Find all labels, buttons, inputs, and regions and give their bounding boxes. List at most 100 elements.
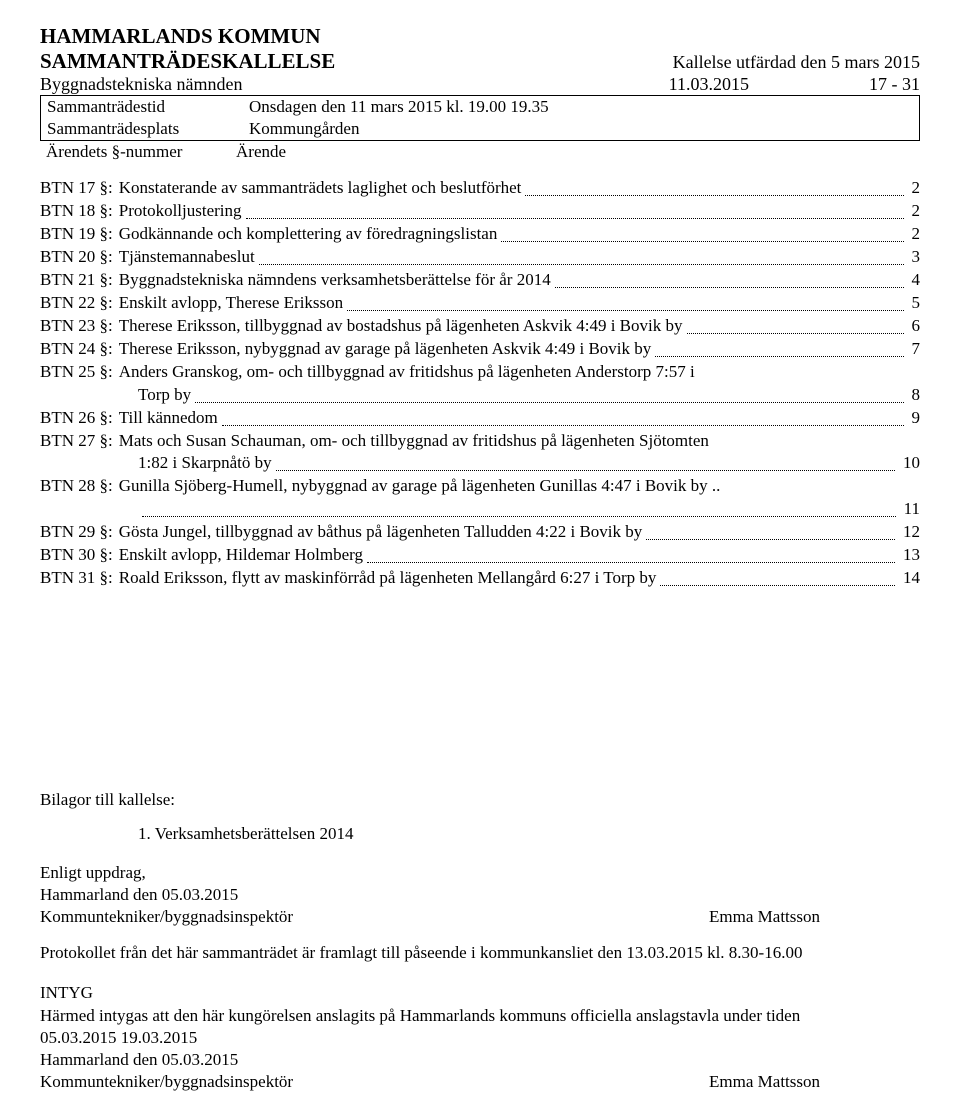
toc-text: Till kännedom <box>119 407 218 430</box>
signoff-role: Kommuntekniker/byggnadsinspektör <box>40 906 293 928</box>
toc-label: BTN 30 §: <box>40 544 119 567</box>
toc-leader <box>222 409 904 425</box>
toc-leader <box>347 295 903 311</box>
toc-label: BTN 20 §: <box>40 246 119 269</box>
toc-leader <box>646 524 895 540</box>
toc-label: BTN 29 §: <box>40 521 119 544</box>
toc-text: Mats och Susan Schauman, om- och tillbyg… <box>119 430 709 453</box>
toc-text: Byggnadstekniska nämndens verksamhetsber… <box>119 269 551 292</box>
toc-page: 11 <box>900 498 920 521</box>
toc-label: BTN 19 §: <box>40 223 119 246</box>
notice-title: SAMMANTRÄDESKALLELSE <box>40 49 335 74</box>
toc-text: Roald Eriksson, flytt av maskinförråd på… <box>119 567 657 590</box>
toc-line: BTN 19 §:Godkännande och komplettering a… <box>40 223 920 246</box>
toc-label: BTN 28 §: <box>40 475 119 498</box>
toc-page: 13 <box>899 544 920 567</box>
toc-leader <box>655 340 903 356</box>
toc-page: 3 <box>908 246 921 269</box>
meta-place-value: Kommungården <box>243 118 920 141</box>
toc-continuation: Torp by 8 <box>40 384 920 407</box>
municipality-name: HAMMARLANDS KOMMUN <box>40 24 920 49</box>
toc-leader <box>142 501 896 517</box>
toc-page: 6 <box>908 315 921 338</box>
toc-text: Therese Eriksson, tillbyggnad av bostads… <box>119 315 683 338</box>
signoff-name: Emma Mattsson <box>709 906 820 928</box>
toc-text: Konstaterande av sammanträdets laglighet… <box>119 177 522 200</box>
toc-label: BTN 25 §: <box>40 361 119 384</box>
toc-line: BTN 30 §:Enskilt avlopp, Hildemar Holmbe… <box>40 544 920 567</box>
toc-label: BTN 17 §: <box>40 177 119 200</box>
toc-label: BTN 24 §: <box>40 338 119 361</box>
toc-label: BTN 18 §: <box>40 200 119 223</box>
toc-page: 8 <box>908 384 921 407</box>
toc-label: BTN 31 §: <box>40 567 119 590</box>
toc-page: 2 <box>908 200 921 223</box>
toc-line: BTN 21 §:Byggnadstekniska nämndens verks… <box>40 269 920 292</box>
toc-line: BTN 26 §:Till kännedom 9 <box>40 407 920 430</box>
meeting-date: 11.03.2015 <box>669 74 749 95</box>
toc-label: BTN 21 §: <box>40 269 119 292</box>
meta-num-label: Ärendets §-nummer <box>46 142 236 162</box>
meta-table: Sammanträdestid Onsdagen den 11 mars 201… <box>40 95 920 141</box>
toc-text: Gösta Jungel, tillbyggnad av båthus på l… <box>119 521 643 544</box>
toc-line: BTN 24 §:Therese Eriksson, nybyggnad av … <box>40 338 920 361</box>
toc-line: BTN 31 §:Roald Eriksson, flytt av maskin… <box>40 567 920 590</box>
intyg-role: Kommuntekniker/byggnadsinspektör <box>40 1071 293 1093</box>
toc-text-cont: Torp by <box>138 384 191 407</box>
toc-continuation: 1:82 i Skarpnåtö by 10 <box>40 452 920 475</box>
toc-page: 10 <box>899 452 920 475</box>
toc-text-cont: 1:82 i Skarpnåtö by <box>138 452 272 475</box>
page: HAMMARLANDS KOMMUN SAMMANTRÄDESKALLELSE … <box>0 0 960 1117</box>
toc-text: Enskilt avlopp, Therese Eriksson <box>119 292 343 315</box>
meta-time-label: Sammanträdestid <box>41 96 244 119</box>
toc-text: Anders Granskog, om- och tillbyggnad av … <box>119 361 695 384</box>
toc-text: Gunilla Sjöberg-Humell, nybyggnad av gar… <box>119 475 721 498</box>
toc-text: Godkännande och komplettering av föredra… <box>119 223 498 246</box>
toc-page: 9 <box>908 407 921 430</box>
meta-num-value: Ärende <box>236 142 286 162</box>
intyg-block: INTYG Härmed intygas att den här kungöre… <box>40 982 920 1092</box>
toc-label: BTN 22 §: <box>40 292 119 315</box>
toc-label: BTN 27 §: <box>40 430 119 453</box>
attachments-block: Bilagor till kallelse: 1. Verksamhetsber… <box>40 790 920 844</box>
attachments-list: 1. Verksamhetsberättelsen 2014 <box>40 824 920 844</box>
toc-line: BTN 20 §:Tjänstemannabeslut 3 <box>40 246 920 269</box>
toc-leader <box>367 547 895 563</box>
toc-leader <box>687 317 904 333</box>
toc-text: Protokolljustering <box>119 200 242 223</box>
toc-page: 2 <box>908 177 921 200</box>
toc-page: 4 <box>908 269 921 292</box>
toc-label: BTN 26 §: <box>40 407 119 430</box>
toc-leader <box>246 203 904 219</box>
toc-page: 2 <box>908 223 921 246</box>
toc-line: BTN 18 §:Protokolljustering 2 <box>40 200 920 223</box>
meta-place-label: Sammanträdesplats <box>41 118 244 141</box>
toc-leader <box>555 272 904 288</box>
toc-page: 5 <box>908 292 921 315</box>
toc-page: 7 <box>908 338 921 361</box>
protocol-note: Protokollet från det här sammanträdet är… <box>40 942 920 964</box>
toc-page: 14 <box>899 567 920 590</box>
toc-leader <box>259 249 904 265</box>
toc-leader <box>501 226 903 242</box>
toc-line: BTN 22 §:Enskilt avlopp, Therese Eriksso… <box>40 292 920 315</box>
attachment-item: 1. Verksamhetsberättelsen 2014 <box>138 824 920 844</box>
signoff-block: Enligt uppdrag, Hammarland den 05.03.201… <box>40 862 920 964</box>
toc-text: Tjänstemannabeslut <box>119 246 255 269</box>
toc-line: BTN 23 §:Therese Eriksson, tillbyggnad a… <box>40 315 920 338</box>
intyg-place-date: Hammarland den 05.03.2015 <box>40 1049 920 1071</box>
toc-leader <box>195 386 903 402</box>
toc-text: Therese Eriksson, nybyggnad av garage på… <box>119 338 652 361</box>
meta-time-value: Onsdagen den 11 mars 2015 kl. 19.00 19.3… <box>243 96 920 119</box>
item-range: 17 - 31 <box>869 74 920 95</box>
toc-page: 12 <box>899 521 920 544</box>
toc-line: BTN 28 §:Gunilla Sjöberg-Humell, nybyggn… <box>40 475 920 498</box>
intyg-body: Härmed intygas att den här kungörelsen a… <box>40 1005 920 1027</box>
toc-line: BTN 27 §:Mats och Susan Schauman, om- oc… <box>40 430 920 453</box>
intyg-name: Emma Mattsson <box>709 1071 820 1093</box>
intyg-dates: 05.03.2015 19.03.2015 <box>40 1027 920 1049</box>
toc-leader <box>525 180 903 196</box>
signoff-line2: Hammarland den 05.03.2015 <box>40 884 920 906</box>
signoff-line1: Enligt uppdrag, <box>40 862 920 884</box>
toc-leader <box>660 570 895 586</box>
